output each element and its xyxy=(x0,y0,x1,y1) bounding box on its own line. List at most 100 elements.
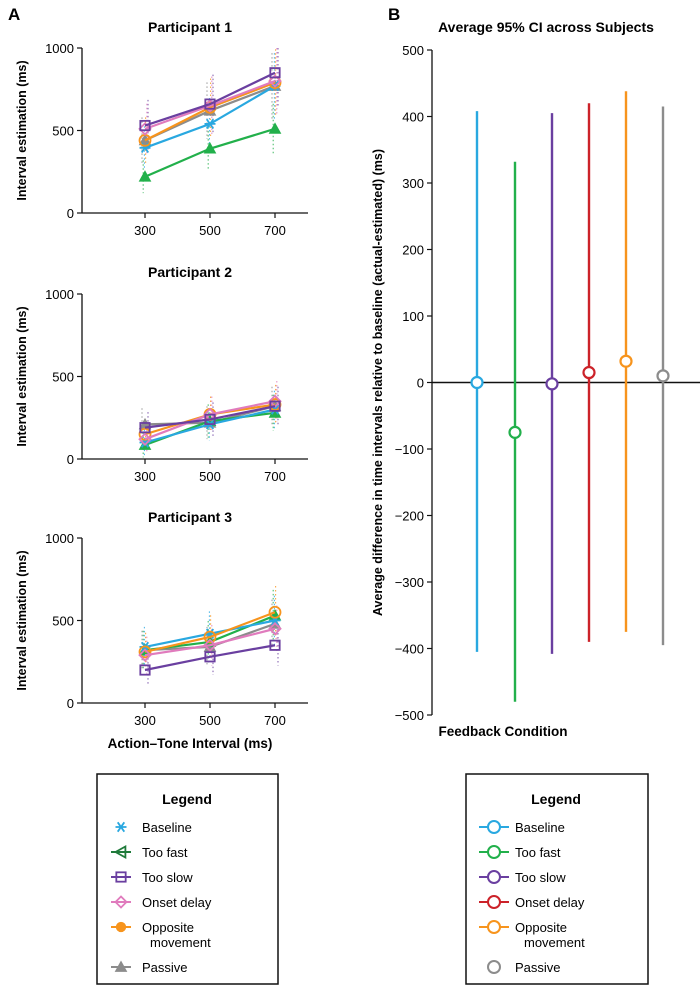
legend-a-marker xyxy=(114,895,128,909)
y-axis-label: Interval estimation (ms) xyxy=(15,60,29,200)
legend-b-label: Baseline xyxy=(515,820,565,835)
data-point-onset_delay xyxy=(138,648,152,662)
legend-a-title: Legend xyxy=(162,791,212,807)
data-point-too_fast xyxy=(203,142,217,154)
series-line-baseline xyxy=(144,85,276,149)
panel-a-letter: A xyxy=(8,5,20,24)
mean-point-too_slow xyxy=(545,377,559,391)
mean-point-passive xyxy=(656,369,670,383)
x-tick-label: 500 xyxy=(199,223,221,238)
data-point-onset_delay xyxy=(138,432,152,446)
x-axis-label: Action–Tone Interval (ms) xyxy=(108,736,273,751)
y-tick-label: −100 xyxy=(395,442,424,457)
legend-a-label: Passive xyxy=(142,960,188,975)
data-point-too_fast xyxy=(268,122,282,134)
legend-b-label: Too slow xyxy=(515,870,566,885)
series-line-too_slow xyxy=(144,71,276,127)
x-tick-label: 700 xyxy=(264,713,286,728)
y-tick-label: 300 xyxy=(402,176,424,191)
y-tick-label: 0 xyxy=(67,696,74,711)
x-tick-label: 700 xyxy=(264,469,286,484)
legend-b-label-line2: movement xyxy=(524,935,585,950)
y-tick-label: 500 xyxy=(52,124,74,139)
legend-b-title: Legend xyxy=(531,791,581,807)
chart-title: Participant 2 xyxy=(148,264,232,280)
y-axis-label: Interval estimation (ms) xyxy=(15,306,29,446)
legend-b-marker xyxy=(487,960,501,974)
legend-b-marker xyxy=(487,895,501,909)
legend-a-marker xyxy=(113,844,127,860)
legend-a-label: Baseline xyxy=(142,820,192,835)
legend-a-box xyxy=(96,773,279,985)
y-axis-label: Interval estimation (ms) xyxy=(15,550,29,690)
legend-a: Legend Baseline Too fast Too slow Onset del… xyxy=(96,773,279,985)
participant-3-chart: Participant 3 0 500 1000 300 500 700 Interval e… xyxy=(15,509,308,751)
legend-a-label: Too slow xyxy=(142,870,193,885)
legend-a-marker xyxy=(115,821,127,833)
data-point-too_slow xyxy=(204,98,216,110)
y-tick-label: 0 xyxy=(67,452,74,467)
data-point-too_slow xyxy=(139,664,151,676)
legend-a-label-line2: movement xyxy=(150,935,211,950)
legend-b-marker xyxy=(487,820,501,834)
y-tick-label: 500 xyxy=(52,614,74,629)
data-point-too_slow xyxy=(139,422,151,434)
series-line-too_slow xyxy=(144,405,276,429)
y-tick-label: 1000 xyxy=(45,531,74,546)
legend-b-marker xyxy=(487,845,501,859)
legend-a-marker xyxy=(115,921,127,933)
legend-a-label: Too fast xyxy=(142,845,188,860)
legend-a-label: Onset delay xyxy=(142,895,212,910)
y-tick-label: −500 xyxy=(395,708,424,723)
data-point-too_slow xyxy=(204,651,216,663)
data-point-onset_delay xyxy=(203,638,217,653)
data-point-opposite xyxy=(138,645,152,659)
participant-2-chart: Participant 2 0 500 1000 300 500 700 Interval e… xyxy=(15,264,308,484)
x-tick-label: 300 xyxy=(134,713,156,728)
series-line-opposite xyxy=(144,81,276,142)
mean-point-too_fast xyxy=(508,425,522,439)
x-tick-label: 300 xyxy=(134,223,156,238)
legend-a-marker xyxy=(115,871,127,883)
data-point-onset_delay xyxy=(268,74,282,88)
y-tick-label: 400 xyxy=(402,110,424,125)
data-point-too_slow xyxy=(204,413,216,425)
legend-a-label: Opposite xyxy=(142,920,194,935)
panel-b-letter: B xyxy=(388,5,400,24)
legend-b-label: Onset delay xyxy=(515,895,585,910)
x-tick-label: 500 xyxy=(199,713,221,728)
legend-a-marker xyxy=(114,960,128,972)
legend-b: Legend Baseline Too fast Too slow Onset del… xyxy=(465,773,649,985)
mean-point-baseline xyxy=(470,375,484,390)
chart-title: Average 95% CI across Subjects xyxy=(438,19,654,35)
y-tick-label: 1000 xyxy=(45,287,74,302)
x-tick-label: 700 xyxy=(264,223,286,238)
data-point-opposite xyxy=(268,605,282,619)
y-axis-label: Average difference in time intervals rel… xyxy=(371,149,385,616)
data-point-too_slow xyxy=(269,67,281,79)
y-tick-label: 200 xyxy=(402,243,424,258)
series-line-too_slow xyxy=(144,644,276,672)
y-tick-label: 0 xyxy=(417,376,424,391)
chart-title: Participant 3 xyxy=(148,509,232,525)
legend-b-label: Too fast xyxy=(515,845,561,860)
data-point-too_slow xyxy=(269,639,281,651)
y-tick-label: 0 xyxy=(67,206,74,221)
y-tick-label: 500 xyxy=(402,43,424,58)
chart-title: Participant 1 xyxy=(148,19,232,35)
participant-1-chart: Participant 1 0 500 1000 300 500 700 Interval e… xyxy=(15,19,308,238)
data-point-opposite xyxy=(138,427,152,441)
data-point-too_slow xyxy=(139,119,151,132)
data-point-onset_delay xyxy=(268,621,282,636)
legend-b-marker xyxy=(487,870,501,884)
y-tick-label: −300 xyxy=(395,575,424,590)
mean-point-opposite xyxy=(619,354,633,368)
data-point-opposite xyxy=(203,630,217,644)
y-tick-label: 100 xyxy=(402,309,424,324)
y-tick-label: −200 xyxy=(395,509,424,524)
series-line-onset_delay xyxy=(144,79,276,130)
ci-chart: Average 95% CI across Subjects 500 400 300 2… xyxy=(371,19,700,739)
data-point-onset_delay xyxy=(138,122,152,136)
data-point-too_slow xyxy=(269,400,281,412)
